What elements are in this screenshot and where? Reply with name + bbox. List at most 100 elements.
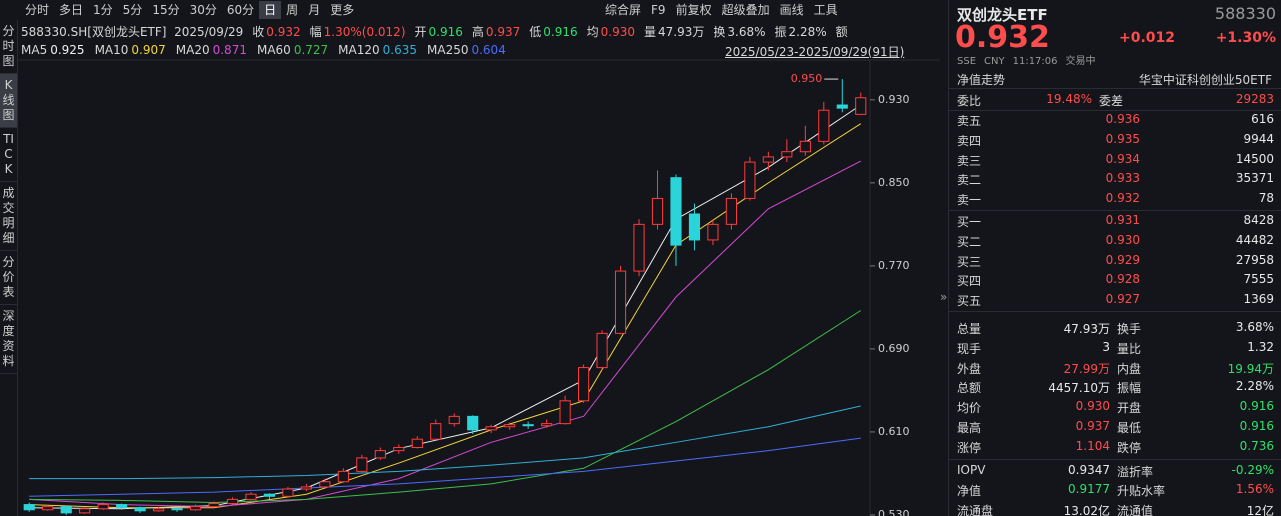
period-tab[interactable]: 月 bbox=[308, 3, 321, 17]
candle-body bbox=[337, 470, 349, 483]
candle-body bbox=[504, 424, 516, 428]
info-row: 588330.SH[双创龙头ETF] 2025/09/29 收 0.932 幅 1.30… bbox=[21, 23, 850, 40]
nav-label[interactable]: 净值走势 bbox=[957, 73, 1006, 87]
period-tab[interactable]: 15分 bbox=[152, 3, 180, 17]
tool[interactable]: F9 bbox=[651, 3, 666, 17]
info-label: 收 bbox=[252, 25, 265, 39]
candle-body bbox=[134, 507, 146, 512]
cell: 27.99万 bbox=[1063, 361, 1110, 376]
tool[interactable]: 超级叠加 bbox=[721, 3, 770, 17]
period-tab[interactable]: 60分 bbox=[226, 3, 255, 17]
info-label: 低 bbox=[529, 25, 542, 39]
cell: 最低 bbox=[1117, 421, 1142, 435]
y-tick-label: 0.850 bbox=[878, 176, 910, 189]
candle-body bbox=[725, 197, 737, 225]
side-tab[interactable]: 深度资料 bbox=[0, 305, 17, 374]
candle-body bbox=[818, 109, 830, 142]
cell: 0.934 bbox=[1105, 151, 1140, 166]
cell: 0.933 bbox=[1105, 171, 1140, 186]
candle-body bbox=[79, 508, 91, 514]
side-tab[interactable]: 分时图 bbox=[0, 20, 17, 74]
cell: 流通盘 bbox=[957, 504, 994, 516]
change: +0.012 bbox=[1119, 30, 1176, 46]
fund-name: 双创龙头ETF bbox=[957, 6, 1048, 24]
side-tab[interactable]: K线图 bbox=[0, 74, 17, 128]
cell: 卖一 bbox=[957, 193, 982, 208]
info-label: 幅 bbox=[309, 25, 322, 39]
meta-item: CNY bbox=[984, 56, 1005, 67]
info-value: 2.28% bbox=[788, 25, 827, 39]
info-value: 0.916 bbox=[428, 25, 463, 39]
candle-body bbox=[541, 423, 553, 427]
period-tab[interactable]: 30分 bbox=[189, 3, 217, 17]
info-value: 0.932 bbox=[266, 25, 301, 39]
symbol: 588330.SH[双创龙头ETF] bbox=[21, 25, 167, 39]
ma-value: 0.604 bbox=[471, 43, 506, 57]
cell: 1.32 bbox=[1247, 339, 1274, 354]
side-tab[interactable]: 分价表 bbox=[0, 251, 17, 305]
info-label: 高 bbox=[471, 25, 484, 39]
cell: 44482 bbox=[1235, 232, 1274, 247]
info-value: 47.93万 bbox=[658, 25, 705, 39]
cell: 0.927 bbox=[1105, 292, 1140, 307]
info-value: 0.937 bbox=[485, 25, 521, 39]
side-tab[interactable]: TICK bbox=[0, 128, 17, 182]
candle-body bbox=[467, 415, 479, 431]
period-tab[interactable]: 周 bbox=[286, 3, 299, 17]
period-tab[interactable]: 多日 bbox=[59, 3, 84, 17]
cell: 0.9347 bbox=[1068, 462, 1110, 477]
separator bbox=[949, 210, 1281, 211]
cell: 35371 bbox=[1235, 171, 1274, 186]
tool[interactable]: 前复权 bbox=[675, 3, 712, 17]
candle-body bbox=[559, 400, 571, 425]
cell: 0.937 bbox=[1075, 419, 1110, 433]
cell: 卖三 bbox=[957, 153, 982, 168]
candle-body bbox=[614, 270, 627, 334]
info-label: 额 bbox=[835, 25, 848, 39]
cell: 升贴水率 bbox=[1117, 484, 1166, 499]
info-value: 0.916 bbox=[543, 25, 578, 39]
collapse[interactable]: » bbox=[940, 290, 948, 304]
period-tab[interactable]: 日 bbox=[259, 1, 282, 19]
cell: 0.9177 bbox=[1068, 482, 1110, 497]
period-tab[interactable]: 1分 bbox=[93, 3, 113, 17]
info-value: 0.930 bbox=[600, 25, 635, 39]
fund-code: 588330 bbox=[1214, 4, 1276, 23]
cell: 净值 bbox=[957, 484, 982, 499]
date: 2025/09/29 bbox=[174, 25, 244, 39]
ma-name: MA20 bbox=[175, 43, 210, 57]
cell: 买五 bbox=[957, 294, 982, 309]
period-tab[interactable]: 更多 bbox=[330, 3, 355, 17]
ma-name: MA5 bbox=[21, 43, 48, 57]
cell: 总量 bbox=[957, 322, 982, 336]
cell: 0.916 bbox=[1239, 419, 1274, 433]
kline-chart: 0.930 0.850 0.770 0.690 0.610 0.530 0.950 bbox=[18, 59, 940, 516]
cell: -0.29% bbox=[1231, 462, 1274, 477]
cell: 0.916 bbox=[1239, 399, 1274, 414]
cell: 1369 bbox=[1243, 292, 1274, 307]
candle-body bbox=[836, 104, 848, 109]
tool[interactable]: 综合屏 bbox=[605, 3, 642, 17]
period-tab[interactable]: 分时 bbox=[25, 3, 50, 17]
period-tab[interactable]: 5分 bbox=[122, 3, 143, 17]
meta-item: 交易中 bbox=[1065, 56, 1096, 67]
cell: 溢折率 bbox=[1117, 464, 1154, 479]
candle-body bbox=[42, 506, 54, 511]
info-label: 均 bbox=[586, 25, 599, 39]
tool[interactable]: 工具 bbox=[813, 3, 838, 17]
ma-line bbox=[29, 123, 862, 509]
candle-body bbox=[116, 504, 128, 509]
cell: 委差 bbox=[1099, 94, 1124, 108]
cell: 涨停 bbox=[957, 440, 982, 455]
candle-body bbox=[522, 424, 534, 427]
y-tick-label: 0.930 bbox=[878, 93, 910, 106]
candle-body bbox=[319, 481, 331, 488]
info-value: 1.30%(0.012) bbox=[323, 25, 406, 39]
candle-body bbox=[799, 140, 811, 153]
tool[interactable]: 画线 bbox=[779, 3, 804, 17]
ma-line bbox=[29, 437, 861, 497]
cell: 振幅 bbox=[1117, 381, 1142, 396]
candle-body bbox=[60, 506, 72, 514]
ma-value: 0.871 bbox=[212, 43, 247, 57]
side-tab[interactable]: 成交明细 bbox=[0, 182, 17, 251]
